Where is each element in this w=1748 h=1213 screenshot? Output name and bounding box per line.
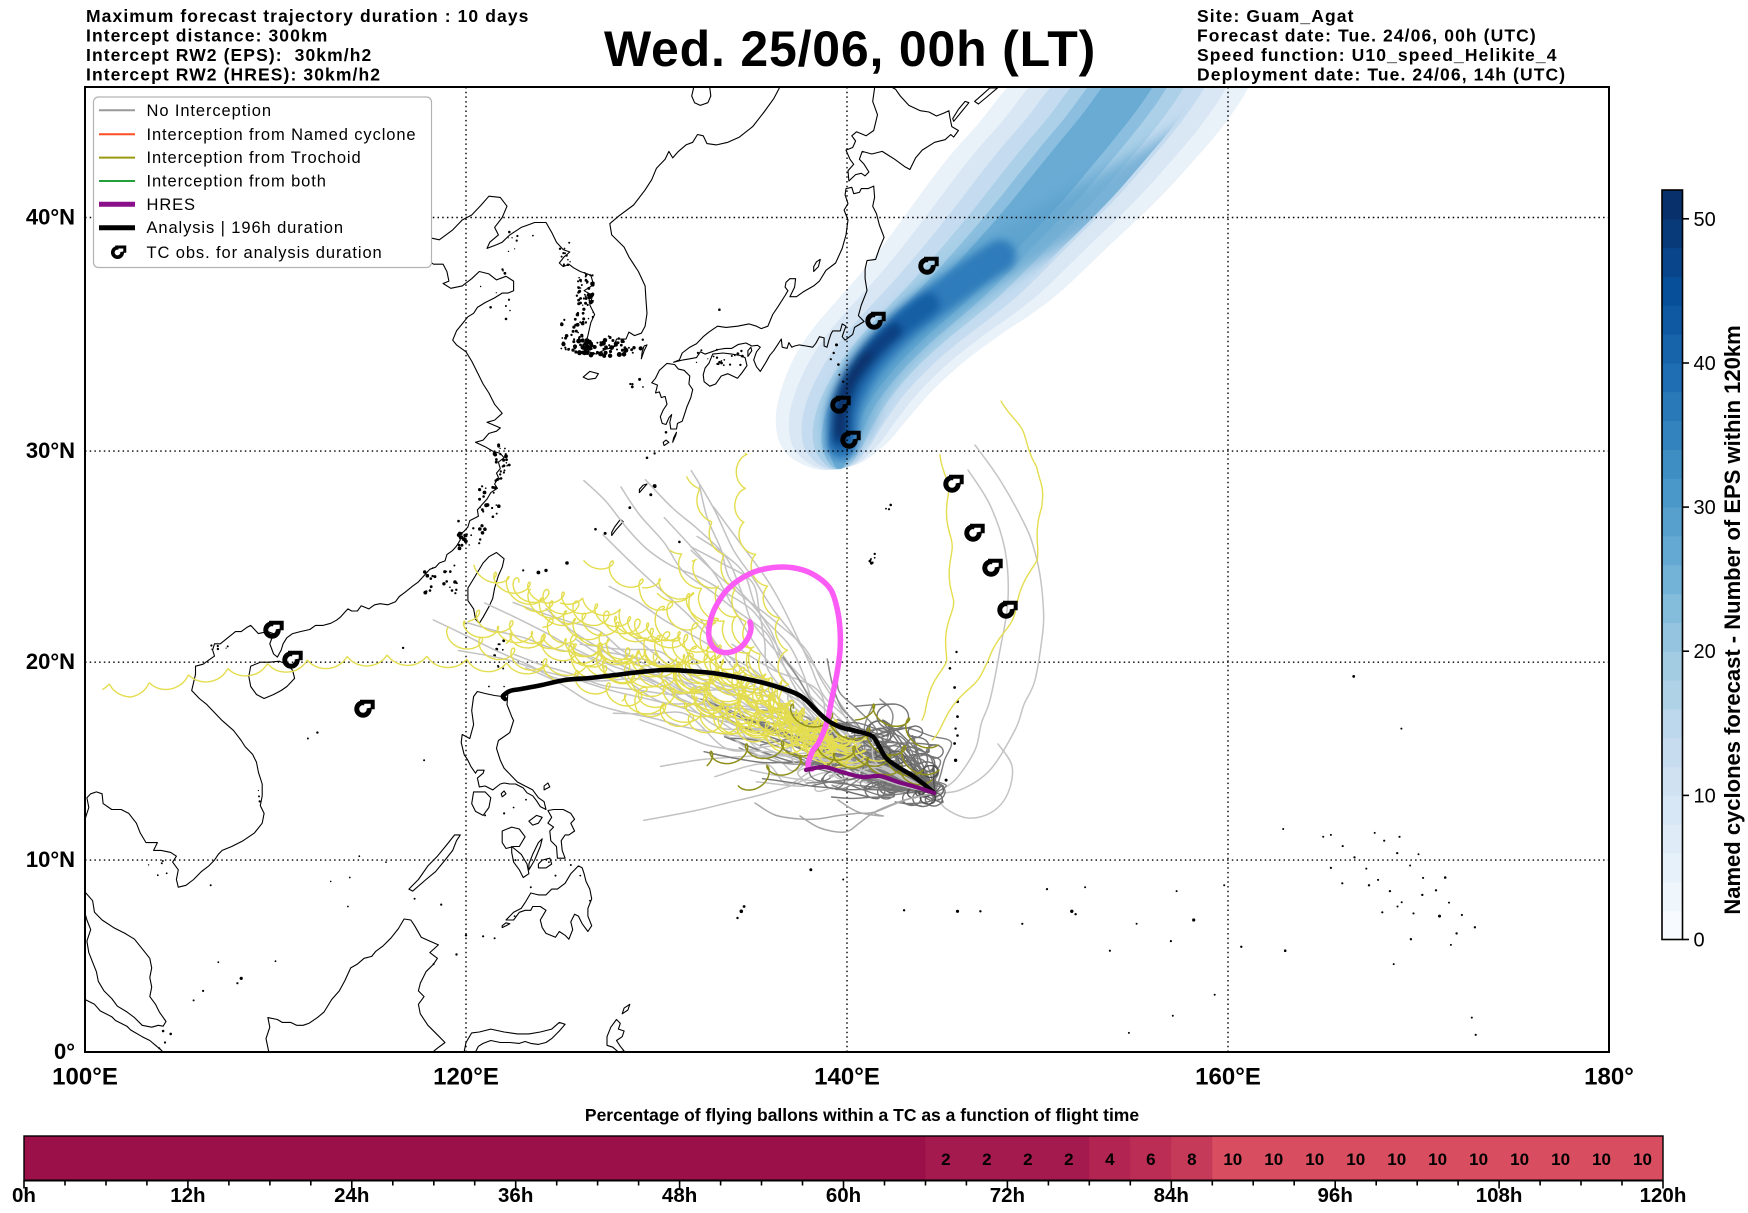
svg-text:Site: Guam_Agat: Site: Guam_Agat bbox=[1197, 6, 1355, 26]
svg-text:10: 10 bbox=[1551, 1150, 1570, 1169]
svg-text:10: 10 bbox=[1469, 1150, 1488, 1169]
svg-text:Maximum forecast trajectory du: Maximum forecast trajectory duration : 1… bbox=[86, 6, 530, 26]
svg-text:10: 10 bbox=[1428, 1150, 1447, 1169]
svg-text:2: 2 bbox=[1064, 1150, 1073, 1169]
svg-text:Analysis | 196h duration: Analysis | 196h duration bbox=[147, 219, 344, 237]
svg-text:72h: 72h bbox=[990, 1184, 1025, 1207]
svg-text:Deployment date: Tue. 24/06, 1: Deployment date: Tue. 24/06, 14h (UTC) bbox=[1197, 65, 1566, 85]
svg-text:TC obs. for analysis duration: TC obs. for analysis duration bbox=[147, 244, 383, 262]
svg-text:160°E: 160°E bbox=[1195, 1064, 1261, 1091]
svg-text:Interception from Named cyclon: Interception from Named cyclone bbox=[147, 126, 417, 144]
svg-text:120h: 120h bbox=[1640, 1184, 1687, 1207]
svg-text:10: 10 bbox=[1305, 1150, 1324, 1169]
svg-text:40°N: 40°N bbox=[26, 205, 75, 230]
svg-text:4: 4 bbox=[1105, 1150, 1115, 1169]
svg-text:2: 2 bbox=[982, 1150, 991, 1169]
svg-text:36h: 36h bbox=[498, 1184, 533, 1207]
svg-text:108h: 108h bbox=[1476, 1184, 1523, 1207]
svg-text:48h: 48h bbox=[662, 1184, 697, 1207]
svg-text:10: 10 bbox=[1223, 1150, 1242, 1169]
svg-text:40: 40 bbox=[1694, 353, 1716, 375]
svg-text:0: 0 bbox=[1694, 930, 1705, 952]
svg-text:10: 10 bbox=[1694, 785, 1716, 807]
svg-text:Intercept RW2 (EPS): 30km/h2: Intercept RW2 (EPS): 30km/h2 bbox=[86, 45, 372, 65]
svg-text:96h: 96h bbox=[1318, 1184, 1353, 1207]
svg-text:20°N: 20°N bbox=[26, 649, 75, 674]
svg-text:10°N: 10°N bbox=[26, 847, 75, 872]
svg-text:Forecast date: Tue. 24/06, 00h: Forecast date: Tue. 24/06, 00h (UTC) bbox=[1197, 26, 1537, 46]
svg-text:10: 10 bbox=[1510, 1150, 1529, 1169]
svg-text:Interception from Trochoid: Interception from Trochoid bbox=[147, 149, 362, 167]
svg-text:10: 10 bbox=[1592, 1150, 1611, 1169]
svg-text:Interception from both: Interception from both bbox=[147, 173, 327, 191]
svg-text:Percentage of flying ballons w: Percentage of flying ballons within a TC… bbox=[585, 1105, 1139, 1125]
svg-text:12h: 12h bbox=[170, 1184, 205, 1207]
svg-text:100°E: 100°E bbox=[52, 1064, 118, 1091]
svg-text:10: 10 bbox=[1346, 1150, 1365, 1169]
svg-text:30: 30 bbox=[1694, 497, 1716, 519]
svg-text:Wed. 25/06, 00h (LT): Wed. 25/06, 00h (LT) bbox=[604, 21, 1096, 77]
svg-text:Intercept RW2 (HRES): 30km/h2: Intercept RW2 (HRES): 30km/h2 bbox=[86, 65, 381, 85]
svg-text:0h: 0h bbox=[12, 1184, 36, 1207]
svg-text:120°E: 120°E bbox=[433, 1064, 499, 1091]
svg-text:10: 10 bbox=[1264, 1150, 1283, 1169]
svg-text:180°: 180° bbox=[1584, 1064, 1634, 1091]
svg-text:140°E: 140°E bbox=[814, 1064, 880, 1091]
svg-text:Intercept distance: 300km: Intercept distance: 300km bbox=[86, 26, 328, 46]
svg-text:6: 6 bbox=[1146, 1150, 1155, 1169]
svg-text:No Interception: No Interception bbox=[147, 102, 272, 120]
svg-text:10: 10 bbox=[1387, 1150, 1406, 1169]
svg-text:10: 10 bbox=[1633, 1150, 1652, 1169]
svg-text:60h: 60h bbox=[826, 1184, 861, 1207]
svg-text:Named cyclones forecast - Numb: Named cyclones forecast - Number of EPS … bbox=[1720, 325, 1745, 914]
svg-text:20: 20 bbox=[1694, 641, 1716, 663]
svg-text:2: 2 bbox=[941, 1150, 950, 1169]
svg-text:30°N: 30°N bbox=[26, 438, 75, 463]
svg-text:2: 2 bbox=[1023, 1150, 1032, 1169]
svg-text:HRES: HRES bbox=[147, 196, 196, 214]
svg-text:Speed function: U10_speed_Heli: Speed function: U10_speed_Helikite_4 bbox=[1197, 45, 1558, 65]
svg-text:8: 8 bbox=[1187, 1150, 1196, 1169]
svg-text:24h: 24h bbox=[334, 1184, 369, 1207]
svg-text:50: 50 bbox=[1694, 209, 1716, 231]
svg-text:84h: 84h bbox=[1154, 1184, 1189, 1207]
svg-text:0°: 0° bbox=[54, 1039, 75, 1064]
